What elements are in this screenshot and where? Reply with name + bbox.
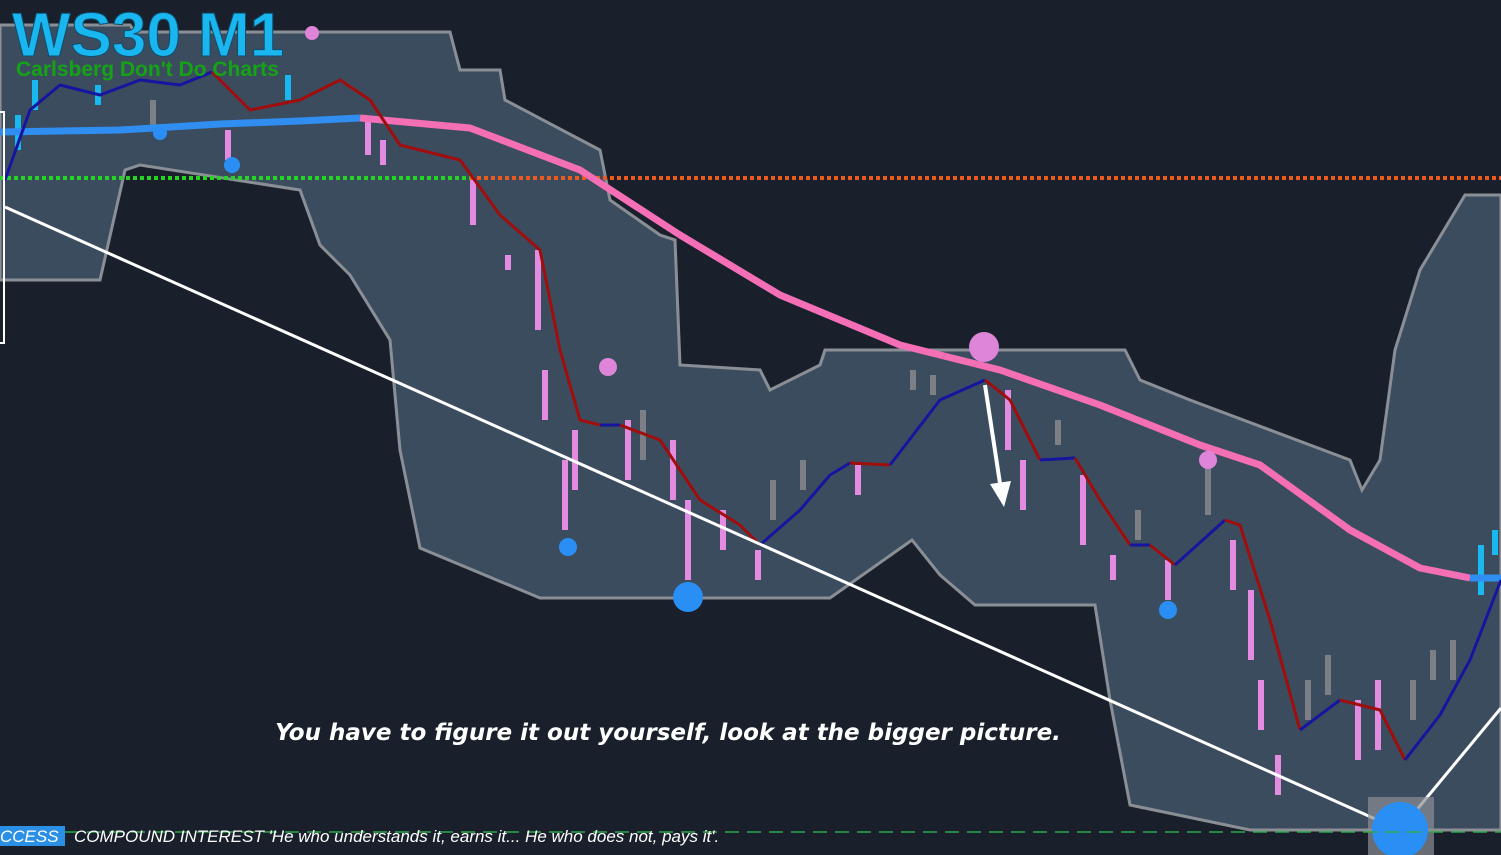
chart-subtitle: Carlsberg Don't Do Charts [16,58,279,81]
chart-title: WS30 M1 [12,1,284,70]
ticker-text: COMPOUND INTEREST 'He who understands it… [74,827,719,846]
frame-edge [0,111,5,344]
arrow [983,384,1011,507]
fast-average [3,70,1501,761]
annotation: You have to figure it out yourself, look… [275,720,1061,746]
badge-box [0,826,65,846]
slow-average [0,114,361,136]
candles [15,75,1498,795]
badge-text: CCESS [0,827,59,846]
signal-dots [153,26,1434,855]
slow-average [359,114,1471,582]
